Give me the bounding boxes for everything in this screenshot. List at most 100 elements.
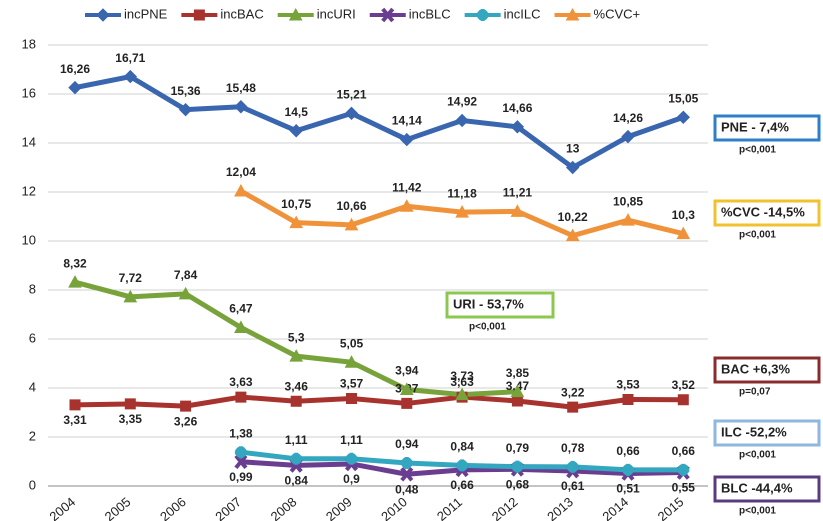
data-label: 3,26 [174, 414, 198, 428]
marker [456, 459, 469, 472]
marker [123, 69, 138, 84]
marker [234, 454, 248, 470]
series-line [74, 394, 684, 410]
legend-label: incURI [317, 6, 356, 21]
marker [235, 391, 247, 403]
legend-marker [476, 9, 489, 21]
annotation-text: BAC +6,3% [721, 361, 790, 376]
x-tick-label: 2013 [544, 494, 576, 521]
marker [677, 394, 689, 406]
data-label: 0,51 [616, 482, 640, 496]
data-label: 3,73 [450, 369, 474, 383]
data-label: 14,5 [285, 105, 309, 119]
data-label: 11,18 [447, 186, 477, 200]
data-label: 3,52 [672, 378, 696, 392]
data-label: 1,38 [229, 426, 253, 440]
data-label: 3,46 [285, 379, 309, 393]
annotation-p: p<0,001 [739, 450, 776, 461]
marker [234, 183, 248, 197]
legend-label: incPNE [124, 6, 168, 21]
data-label: 0,79 [506, 441, 530, 455]
marker [289, 124, 303, 138]
marker [400, 132, 414, 147]
marker [69, 399, 81, 411]
data-label: 10,66 [336, 199, 366, 213]
data-label: 3,63 [450, 375, 474, 389]
legend-label: incILC [504, 6, 541, 21]
x-tick-label: 2015 [655, 494, 687, 521]
data-label: 3,94 [395, 364, 419, 378]
annotation-box [713, 419, 821, 447]
marker [124, 398, 136, 410]
marker [676, 110, 691, 124]
legend-marker [288, 7, 303, 21]
marker [622, 463, 634, 476]
data-label: 8,32 [63, 256, 87, 270]
data-label: 10,22 [558, 210, 588, 224]
data-label: 15,21 [336, 88, 366, 102]
marker [344, 106, 359, 121]
marker [565, 228, 580, 242]
data-label: 12,04 [226, 165, 256, 179]
marker [68, 275, 82, 288]
marker [676, 226, 691, 240]
data-label: 6,47 [229, 302, 253, 316]
data-label: 7,72 [119, 271, 143, 285]
marker [400, 466, 414, 482]
data-label: 16,26 [60, 62, 90, 76]
annotation-text: URI - 53,7% [453, 296, 524, 311]
y-tick-label: 18 [22, 36, 36, 51]
annotation-box [445, 291, 555, 319]
marker [510, 384, 525, 398]
legend-marker [565, 7, 580, 21]
marker [511, 395, 523, 407]
marker [289, 215, 304, 229]
data-label: 16,71 [115, 51, 145, 65]
annotation-box [713, 475, 821, 503]
series-line [74, 74, 685, 170]
x-tick-label: 2009 [323, 494, 355, 521]
marker [346, 393, 357, 405]
y-tick-label: 14 [22, 134, 36, 149]
data-label: 14,66 [502, 101, 532, 115]
marker [622, 394, 634, 406]
marker [234, 320, 248, 333]
marker [344, 355, 359, 368]
annotation-p: p=0,07 [739, 387, 771, 398]
x-tick-label: 2010 [378, 494, 410, 521]
legend-label: incBLC [409, 6, 451, 21]
marker [178, 102, 193, 117]
marker [178, 286, 193, 300]
data-label: 10,85 [613, 194, 643, 208]
marker [344, 217, 359, 231]
y-tick-label: 16 [22, 85, 36, 100]
legend-label: %CVC+ [594, 6, 641, 21]
data-label: 0,68 [506, 478, 530, 492]
annotation-p: p<0,001 [739, 506, 776, 517]
data-label: 1,11 [285, 433, 308, 447]
data-label: 10,3 [672, 208, 696, 222]
x-tick-label: 2007 [212, 494, 244, 521]
annotation-text: ILC -52,2% [721, 424, 787, 439]
annotation-box [713, 114, 821, 142]
marker [510, 204, 525, 217]
data-label: 11,21 [503, 186, 533, 200]
y-tick-label: 6 [29, 330, 36, 345]
data-label: 0,55 [672, 481, 696, 495]
data-label: 0,94 [395, 437, 419, 451]
annotation-box [713, 356, 821, 384]
data-label: 5,3 [288, 330, 305, 344]
marker [399, 199, 414, 212]
data-label: 10,75 [281, 197, 311, 211]
data-label: 0,78 [561, 441, 585, 455]
marker [290, 395, 302, 407]
y-tick-label: 4 [29, 379, 36, 394]
marker [290, 452, 303, 465]
data-label: 15,36 [171, 84, 201, 98]
marker [677, 463, 690, 476]
marker [565, 160, 580, 175]
data-label: 3,31 [63, 413, 87, 427]
marker [511, 460, 524, 473]
legend-marker [381, 7, 395, 23]
